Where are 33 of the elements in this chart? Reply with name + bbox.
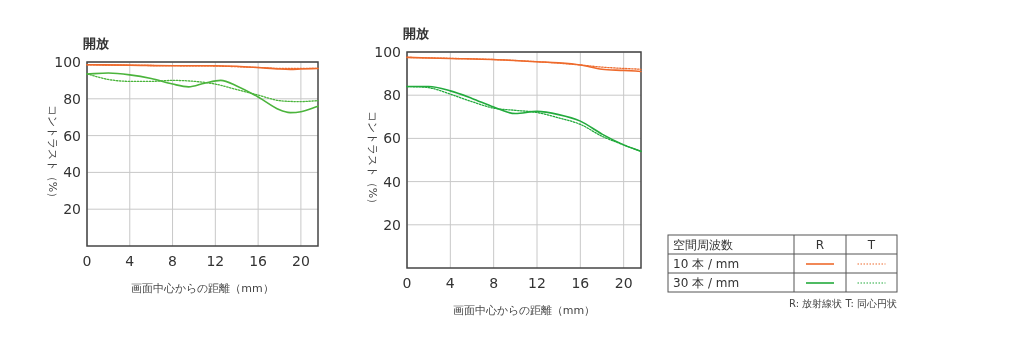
y-tick-label: 60: [63, 127, 81, 144]
x-tick-label: 0: [402, 275, 412, 291]
x-tick-label: 12: [206, 253, 225, 269]
chart-title: 開放: [83, 36, 110, 51]
legend-title: 空間周波数: [673, 238, 733, 252]
y-tick-label: 40: [383, 173, 401, 190]
y-tick-label: 100: [374, 44, 401, 60]
x-tick-label: 12: [528, 275, 546, 291]
legend-item: 30 本 / mm: [673, 276, 887, 290]
y-tick-label: 80: [63, 90, 81, 107]
y-tick-label: 40: [63, 164, 81, 181]
x-axis-title: 画面中心からの距離（mm）: [131, 282, 274, 295]
legend: 空間周波数 R T 10 本 / mm 30 本 / mm: [667, 234, 898, 293]
y-tick-label: 20: [63, 201, 81, 218]
x-tick-label: 8: [168, 253, 178, 269]
x-tick-label: 4: [445, 275, 455, 291]
text: R: 放射線状 T: 同心円状: [789, 298, 897, 309]
x-axis-title: 画面中心からの距離（mm）: [452, 304, 596, 317]
y-tick-label: 80: [383, 87, 401, 104]
legend-item: 10 本 / mm: [673, 257, 887, 271]
x-tick-label: 16: [571, 275, 590, 291]
y-tick-label: 20: [383, 216, 401, 233]
x-tick-label: 20: [291, 253, 310, 269]
x-tick-label: 20: [614, 275, 633, 291]
x-tick-label: 0: [82, 253, 92, 269]
x-tick-label: 4: [125, 253, 135, 269]
chart-title: 開放: [403, 26, 430, 41]
y-tick-label: 60: [383, 130, 401, 147]
x-tick-label: 8: [489, 275, 499, 291]
y-tick-label: 100: [54, 54, 81, 70]
y-axis-title: コントラスト（%）: [46, 104, 59, 204]
x-tick-label: 16: [249, 253, 268, 269]
y-axis-title: コントラスト（%）: [366, 110, 379, 210]
